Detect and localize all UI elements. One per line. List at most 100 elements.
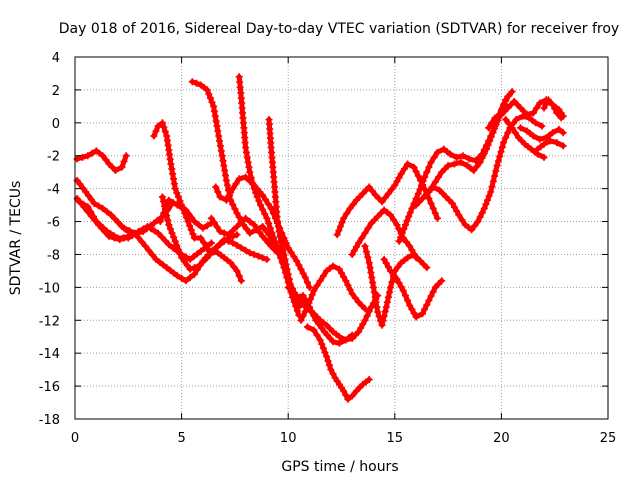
plus-marker <box>395 237 403 245</box>
plus-marker <box>338 218 346 226</box>
plus-marker <box>355 298 363 306</box>
plus-marker <box>197 234 205 242</box>
plus-marker <box>213 223 221 231</box>
plus-marker <box>358 302 366 309</box>
plus-marker <box>214 188 222 196</box>
plus-marker <box>410 163 418 171</box>
plus-marker <box>419 177 427 185</box>
plus-marker <box>165 196 173 204</box>
plus-marker <box>299 292 307 300</box>
plus-marker <box>425 195 433 202</box>
plus-marker <box>246 218 254 225</box>
plus-marker <box>427 199 435 207</box>
plus-marker <box>406 242 414 250</box>
plus-marker <box>107 230 114 238</box>
plus-marker <box>313 313 321 321</box>
plus-marker <box>108 163 116 171</box>
plus-marker <box>297 298 305 306</box>
plus-marker <box>453 153 461 161</box>
plus-marker <box>216 240 224 248</box>
plus-marker <box>383 298 391 306</box>
plus-marker <box>264 200 272 208</box>
plus-marker <box>275 227 283 235</box>
plus-marker <box>470 167 478 174</box>
plus-marker <box>378 198 386 206</box>
plot-frame <box>74 56 609 420</box>
series-trace <box>213 174 312 290</box>
plus-marker <box>540 153 548 161</box>
plus-marker <box>351 331 359 339</box>
plus-marker <box>285 275 293 283</box>
plus-marker <box>256 229 264 236</box>
plus-marker <box>415 198 423 206</box>
plus-marker <box>223 181 231 189</box>
plus-marker <box>438 168 446 176</box>
plus-marker <box>246 249 254 257</box>
plus-marker <box>287 248 295 256</box>
plus-marker <box>173 272 181 280</box>
plus-marker <box>408 305 416 313</box>
plus-marker <box>355 328 363 336</box>
plus-marker <box>284 270 292 278</box>
plus-marker <box>152 127 160 135</box>
plus-marker <box>451 203 458 211</box>
plus-marker <box>141 242 149 250</box>
plus-marker <box>233 223 241 230</box>
plus-marker <box>229 239 237 247</box>
plus-marker <box>203 222 211 230</box>
plus-marker <box>559 142 567 150</box>
plus-marker <box>262 196 269 204</box>
y-tick-label: 4 <box>52 51 60 66</box>
plus-marker <box>384 190 392 198</box>
plus-marker <box>277 236 285 244</box>
plus-marker <box>403 217 411 225</box>
plus-marker <box>400 225 408 233</box>
data-series-26 <box>517 124 567 143</box>
plus-marker <box>403 238 410 246</box>
plus-marker <box>212 117 220 125</box>
plus-marker <box>352 243 360 251</box>
plus-marker <box>158 233 166 241</box>
plus-marker <box>149 251 156 259</box>
plus-marker <box>220 162 228 170</box>
plus-marker <box>150 132 158 140</box>
plus-marker <box>154 122 162 130</box>
plus-marker <box>536 135 544 143</box>
plus-marker <box>95 202 102 210</box>
plus-marker <box>497 148 505 156</box>
plus-marker <box>361 242 369 250</box>
x-tick-label: 25 <box>600 431 617 446</box>
plus-marker <box>484 141 492 149</box>
plus-marker <box>82 188 90 196</box>
plus-marker <box>480 204 488 212</box>
plus-marker <box>230 263 238 271</box>
plus-marker <box>431 283 439 291</box>
plus-marker <box>427 292 435 300</box>
plus-marker <box>168 229 176 237</box>
plus-marker <box>491 125 498 133</box>
plus-marker <box>546 137 554 145</box>
plus-marker <box>182 206 190 214</box>
plus-marker <box>186 255 194 263</box>
plus-marker <box>261 210 269 218</box>
plus-marker <box>327 366 335 374</box>
plus-marker <box>324 357 332 365</box>
plus-marker <box>206 94 214 102</box>
plus-marker <box>362 186 370 194</box>
plus-marker <box>423 301 431 309</box>
plus-marker <box>249 179 257 187</box>
plus-marker <box>185 210 193 218</box>
y-tick-label: -16 <box>39 380 60 395</box>
plus-marker <box>205 90 213 98</box>
plus-marker <box>459 152 467 160</box>
plus-marker <box>436 186 444 194</box>
plus-marker <box>190 234 198 242</box>
plus-marker <box>549 101 557 109</box>
plus-marker <box>266 224 274 232</box>
plus-marker <box>518 137 526 145</box>
plus-marker <box>193 250 201 258</box>
plus-marker <box>242 246 250 254</box>
plus-marker <box>263 214 271 222</box>
plus-marker <box>310 310 318 318</box>
